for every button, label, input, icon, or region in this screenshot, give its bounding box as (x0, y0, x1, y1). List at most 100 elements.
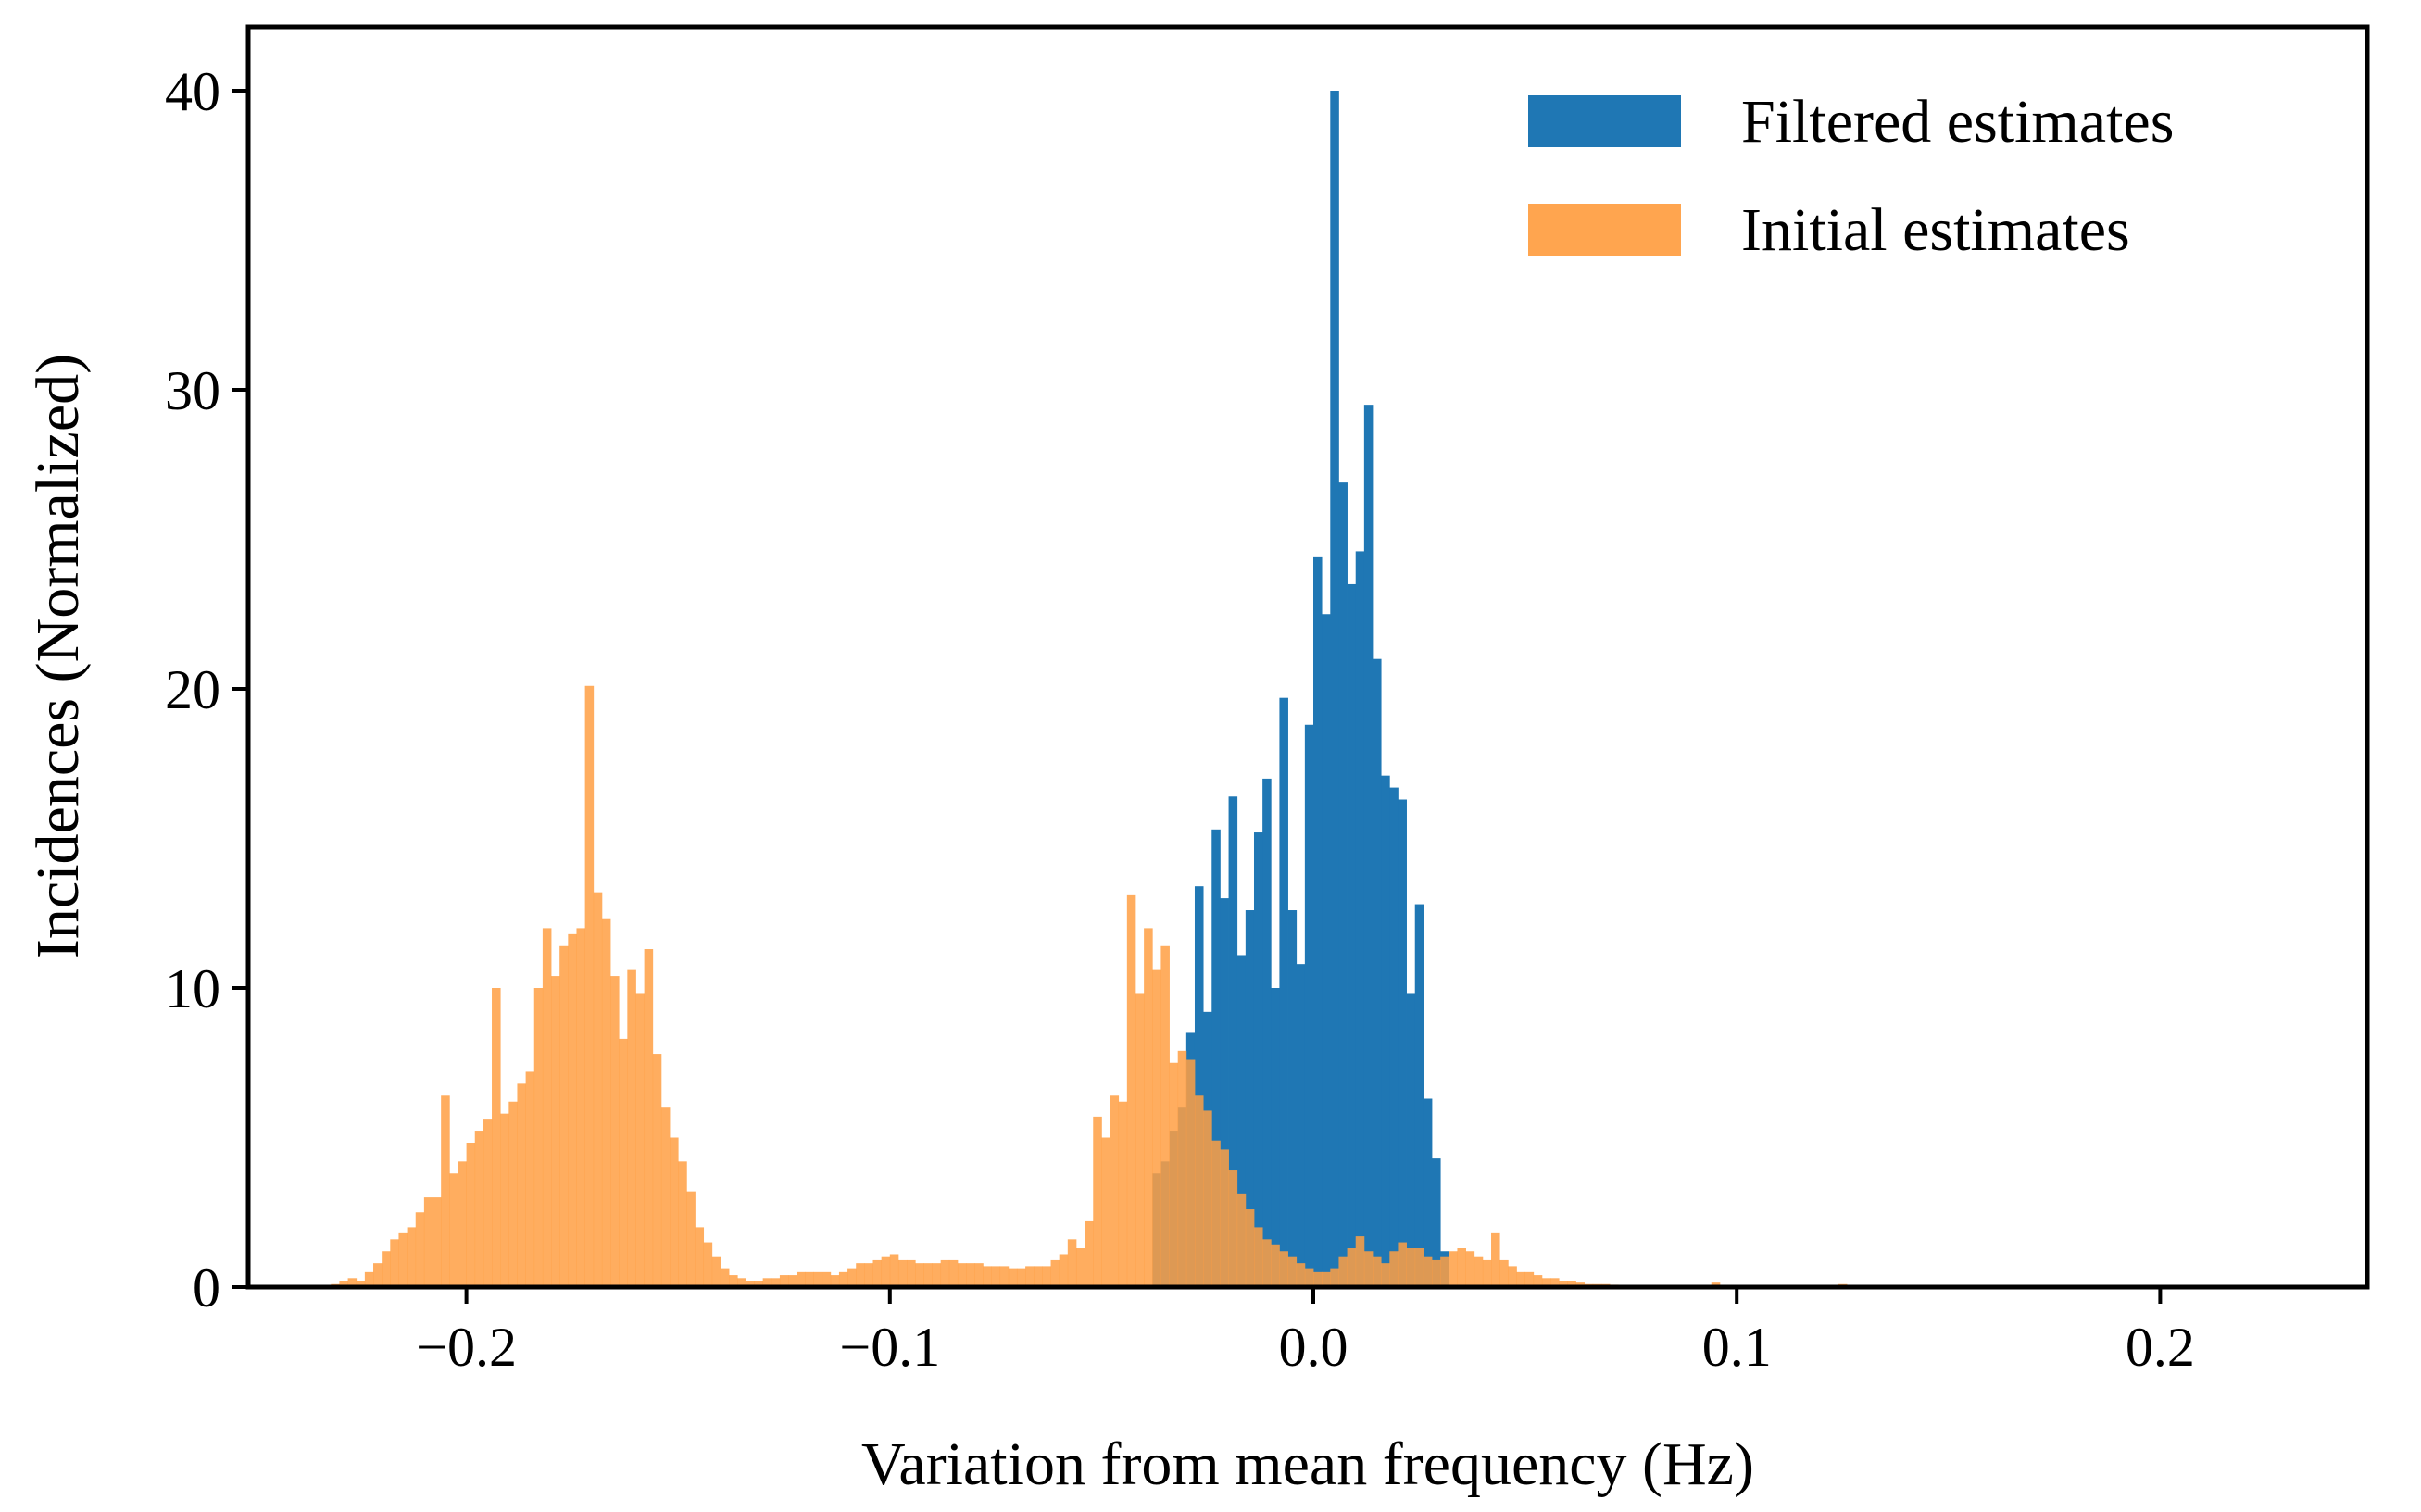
initial-bar (652, 1054, 662, 1287)
initial-bar (1287, 1256, 1298, 1287)
initial-bar (441, 1095, 450, 1287)
y-tick-label: 0 (193, 1257, 220, 1318)
initial-bar (559, 945, 569, 1287)
initial-bar (813, 1271, 823, 1287)
initial-bar (1296, 1263, 1306, 1287)
initial-bar (576, 928, 586, 1287)
initial-bar (627, 969, 636, 1287)
initial-bar (1567, 1281, 1576, 1287)
y-tick-label: 20 (165, 659, 220, 720)
initial-bar (1491, 1232, 1500, 1287)
initial-bar (999, 1266, 1010, 1287)
initial-bar (915, 1263, 924, 1287)
initial-bar (492, 988, 501, 1287)
initial-bar (1211, 1140, 1221, 1287)
initial-bar (881, 1256, 891, 1287)
initial-bar (339, 1281, 348, 1287)
initial-bar (940, 1259, 950, 1287)
initial-bar (872, 1259, 883, 1287)
initial-bar (670, 1137, 679, 1287)
initial-bar (1524, 1271, 1535, 1287)
filtered-bar (1355, 551, 1365, 1287)
filtered-bar (1228, 796, 1238, 1287)
initial-bar (1508, 1266, 1517, 1287)
filtered-bar (1423, 1098, 1433, 1287)
initial-bar (635, 993, 646, 1287)
initial-bar (1016, 1268, 1026, 1287)
initial-bar (686, 1191, 696, 1287)
legend-swatch-filtered (1528, 95, 1681, 147)
x-tick-label: 0.2 (2126, 1317, 2195, 1378)
y-axis-ticks: 0 10 20 30 40 (165, 61, 248, 1318)
initial-bar (1262, 1239, 1272, 1287)
x-axis-ticks: −0.2 −0.1 0.0 0.1 0.2 (416, 1287, 2195, 1378)
initial-bar (805, 1271, 814, 1287)
filtered-bar (1406, 993, 1416, 1287)
initial-bar (382, 1251, 391, 1287)
initial-bar (1050, 1259, 1060, 1287)
legend-label-initial: Initial estimates (1741, 196, 2130, 264)
initial-bar (407, 1227, 417, 1287)
filtered-bar (1389, 787, 1399, 1287)
initial-bar (1144, 928, 1153, 1287)
initial-bar (1152, 969, 1161, 1287)
initial-bar (644, 949, 654, 1287)
filtered-bar (1338, 482, 1348, 1287)
legend-swatch-initial (1528, 204, 1681, 256)
initial-bar (517, 1083, 526, 1287)
initial-bar (347, 1278, 358, 1287)
initial-bar (619, 1038, 628, 1287)
initial-bar (1550, 1278, 1560, 1287)
initial-bar (991, 1266, 1001, 1287)
initial-bar (1389, 1251, 1399, 1287)
initial-bar (822, 1271, 832, 1287)
initial-bar (932, 1263, 942, 1287)
initial-bar (449, 1173, 458, 1287)
initial-bar (695, 1227, 705, 1287)
initial-bar (390, 1239, 399, 1287)
initial-bar (1322, 1271, 1331, 1287)
initial-bar (1330, 1268, 1339, 1287)
initial-bar (568, 933, 577, 1287)
initial-bar (762, 1278, 772, 1287)
initial-bar (1025, 1266, 1035, 1287)
initial-bar (1160, 945, 1170, 1287)
initial-bar (1465, 1251, 1475, 1287)
initial-bar (1110, 1095, 1120, 1287)
legend-label-filtered: Filtered estimates (1741, 88, 2174, 156)
initial-bar (533, 988, 544, 1287)
initial-bar (1313, 1271, 1323, 1287)
initial-bar (483, 1119, 493, 1287)
initial-bar (356, 1281, 366, 1287)
filtered-bar (1253, 832, 1263, 1287)
initial-bar (1474, 1256, 1484, 1287)
initial-bar (1414, 1248, 1424, 1287)
initial-bar (830, 1275, 840, 1287)
initial-bar (797, 1271, 806, 1287)
initial-bar (1203, 1110, 1212, 1287)
initial-bar (474, 1131, 484, 1287)
initial-bar (1228, 1170, 1238, 1287)
filtered-bar (1271, 988, 1280, 1287)
initial-bar (838, 1271, 848, 1287)
initial-bar (1075, 1248, 1085, 1287)
initial-bar (1449, 1251, 1458, 1287)
initial-bar (1135, 993, 1145, 1287)
x-tick-label: 0.0 (1279, 1317, 1348, 1378)
initial-bar (974, 1263, 984, 1287)
initial-bar (889, 1254, 899, 1287)
filtered-bar (1322, 614, 1331, 1287)
initial-bar (754, 1281, 764, 1287)
initial-bar (1042, 1266, 1051, 1287)
initial-bar (720, 1268, 730, 1287)
initial-bar (1381, 1263, 1390, 1287)
filtered-bar (1304, 724, 1314, 1287)
initial-bar (593, 892, 603, 1287)
filtered-bar (1313, 556, 1323, 1287)
initial-bar (897, 1259, 908, 1287)
filtered-bar (1262, 778, 1272, 1287)
initial-bar (1253, 1227, 1263, 1287)
filtered-bar (1236, 955, 1247, 1287)
legend: Filtered estimates Initial estimates (1528, 88, 2174, 264)
initial-bar (703, 1242, 713, 1287)
